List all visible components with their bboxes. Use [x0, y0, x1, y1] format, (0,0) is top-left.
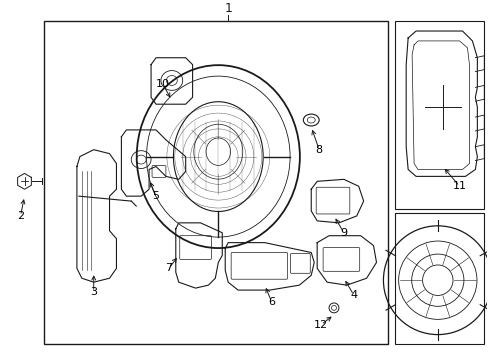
Text: 5: 5	[152, 191, 160, 201]
Text: 11: 11	[453, 181, 466, 191]
Text: 9: 9	[341, 228, 347, 238]
Text: 12: 12	[314, 320, 328, 330]
Text: 6: 6	[268, 297, 275, 307]
Text: 8: 8	[316, 145, 323, 155]
Bar	[44, 21, 389, 345]
Text: 10: 10	[156, 80, 170, 89]
Text: 1: 1	[224, 2, 232, 15]
Text: 7: 7	[165, 263, 172, 273]
Bar	[395, 213, 484, 345]
Text: 3: 3	[90, 287, 97, 297]
Text: 4: 4	[350, 290, 357, 300]
Text: 2: 2	[17, 211, 24, 221]
Bar	[395, 21, 484, 209]
